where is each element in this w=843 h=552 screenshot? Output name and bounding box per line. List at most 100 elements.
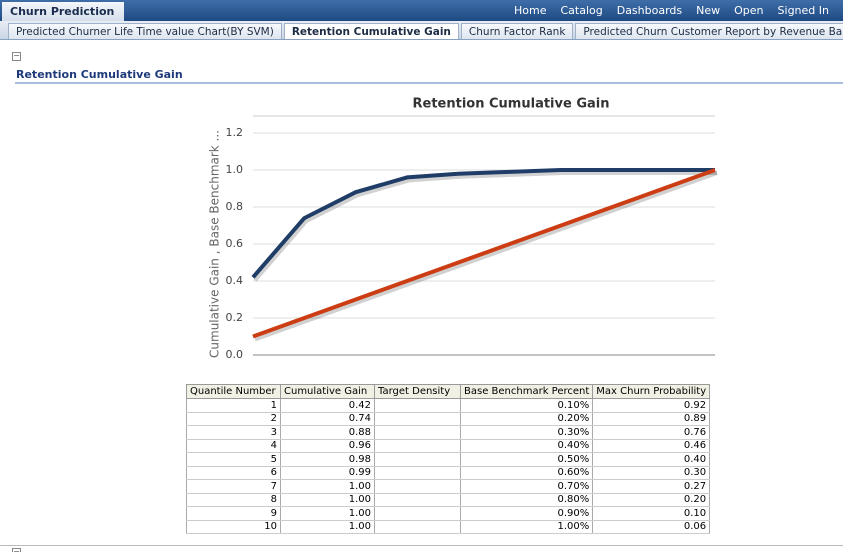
table-cell: 0.60% — [459, 466, 594, 480]
table-cell: 0.10% — [459, 398, 594, 413]
table-row: 7 1.00 0.70% 0.27 — [186, 479, 711, 494]
table-row: 4 0.96 0.40% 0.46 — [186, 439, 711, 453]
table-cell: 2 — [186, 412, 281, 426]
table-cell: 0.40 — [592, 452, 711, 467]
table-cell — [374, 466, 461, 480]
header-links: Home Catalog Dashboards New Open Signed In — [514, 0, 843, 21]
column-header: Quantile Number — [186, 384, 281, 399]
tab-bar: Predicted Churner Life Time value Chart(… — [0, 21, 843, 40]
table-cell — [374, 520, 461, 534]
y-tick-label: 0.6 — [226, 237, 244, 250]
table-cell: 0.40% — [459, 439, 594, 453]
tab[interactable]: Predicted Churn Customer Report by Reven… — [575, 23, 843, 39]
tab[interactable]: Retention Cumulative Gain — [283, 23, 459, 39]
section-rule — [15, 82, 843, 84]
table-cell: 0.96 — [280, 439, 375, 453]
table-cell: 8 — [186, 493, 281, 507]
tab[interactable]: Churn Factor Rank — [460, 23, 574, 39]
y-tick-label: 1.2 — [226, 126, 244, 139]
table-row: 6 0.99 0.60% 0.30 — [186, 466, 711, 480]
column-header: Cumulative Gain — [280, 384, 375, 399]
y-tick-label: 0.4 — [226, 274, 244, 287]
table-cell: 0.99 — [280, 466, 375, 480]
table-cell: 0.80% — [459, 493, 594, 507]
y-tick-label: 1.0 — [226, 163, 244, 176]
table-cell: 0.20 — [592, 493, 711, 507]
header-link[interactable]: Open — [734, 4, 764, 17]
line-shadow — [254, 171, 718, 342]
line-series — [251, 168, 715, 279]
column-header: Target Density — [374, 384, 461, 399]
table-cell: 0.90% — [459, 506, 594, 521]
table-cell — [374, 493, 461, 507]
table-row: 5 0.98 0.50% 0.40 — [186, 452, 711, 467]
table-cell: 0.92 — [592, 398, 711, 413]
table-cell — [374, 398, 461, 413]
table-cell: 0.30 — [592, 466, 711, 480]
table-cell: 1 — [186, 398, 281, 413]
table-cell: 4 — [186, 439, 281, 453]
table-row: 1 0.42 0.10% 0.92 — [186, 398, 711, 413]
table-row: 8 1.00 0.80% 0.20 — [186, 493, 711, 507]
table-cell — [374, 452, 461, 467]
table-cell — [374, 412, 461, 426]
table-cell: 0.20% — [459, 412, 594, 426]
table-cell: 10 — [186, 520, 281, 534]
table-cell: 0.74 — [280, 412, 375, 426]
collapse-icon[interactable]: − — [12, 51, 21, 61]
table-cell: 9 — [186, 506, 281, 521]
table-cell: 0.70% — [459, 479, 594, 494]
table-row: 3 0.88 0.30% 0.76 — [186, 425, 711, 440]
divider — [0, 545, 843, 546]
data-table: Quantile Number Cumulative Gain Target Den… — [186, 384, 711, 534]
table-cell: 1.00 — [280, 479, 375, 494]
header-link[interactable]: Dashboards — [616, 4, 683, 17]
table-cell: 0.76 — [592, 425, 711, 440]
y-tick-label: 0.2 — [226, 311, 244, 324]
column-header: Max Churn Probability — [592, 384, 711, 399]
table-cell: 1.00 — [280, 520, 375, 534]
column-header: Base Benchmark Percent — [459, 384, 594, 399]
header-link[interactable]: Signed In — [777, 4, 829, 17]
section-title: Retention Cumulative Gain — [16, 68, 183, 81]
chart: Retention Cumulative Gain Cumulative Gai… — [208, 97, 718, 361]
y-axis-label: Cumulative Gain , Base Benchmark ... — [208, 130, 222, 358]
tab[interactable]: Predicted Churner Life Time value Chart(… — [8, 23, 282, 39]
table-cell: 0.50% — [459, 452, 594, 467]
table-row: 10 1.00 1.00% 0.06 — [186, 520, 711, 534]
table-row: 2 0.74 0.20% 0.89 — [186, 412, 711, 426]
line-shadow — [253, 171, 717, 282]
table-cell: 1.00% — [459, 520, 594, 534]
table-cell: 3 — [186, 425, 281, 440]
table-cell — [374, 506, 461, 521]
app-title: Churn Prediction — [2, 2, 125, 21]
table-cell: 0.42 — [280, 398, 375, 413]
table-cell: 0.06 — [592, 520, 711, 534]
table-cell: 0.27 — [592, 479, 711, 494]
top-bar: Churn Prediction Home Catalog Dashboards Ne… — [0, 0, 843, 21]
table-cell: 1.00 — [280, 506, 375, 521]
y-tick-label: 0.0 — [226, 348, 244, 361]
table-cell — [374, 439, 461, 453]
table-cell: 0.89 — [592, 412, 711, 426]
table-cell: 0.46 — [592, 439, 711, 453]
table-cell — [374, 425, 461, 440]
table-cell: 5 — [186, 452, 281, 467]
line-series — [252, 168, 716, 339]
collapse-icon[interactable]: − — [12, 548, 21, 552]
table-cell: 1.00 — [280, 493, 375, 507]
table-cell — [374, 479, 461, 494]
table-cell: 7 — [186, 479, 281, 494]
header-link[interactable]: New — [696, 4, 721, 17]
table-cell: 0.88 — [280, 425, 375, 440]
table-row: 9 1.00 0.90% 0.10 — [186, 506, 711, 521]
table-cell: 6 — [186, 466, 281, 480]
table-cell: 0.10 — [592, 506, 711, 521]
table-cell: 0.30% — [459, 425, 594, 440]
chart-title: Retention Cumulative Gain — [413, 97, 610, 112]
y-tick-label: 0.8 — [226, 200, 244, 213]
header-link[interactable]: Catalog — [560, 4, 603, 17]
header-link[interactable]: Home — [513, 4, 547, 17]
table-cell: 0.98 — [280, 452, 375, 467]
